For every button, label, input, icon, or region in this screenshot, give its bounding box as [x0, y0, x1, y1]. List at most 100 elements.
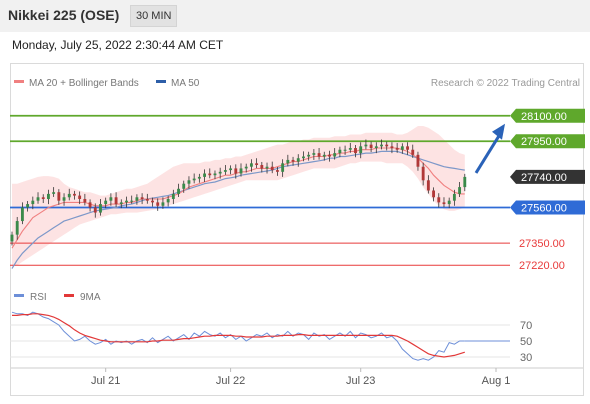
level-value-27740: 27740.00: [521, 172, 567, 184]
candle: [307, 151, 311, 161]
candle: [234, 164, 238, 179]
level-value-27950: 27950.00: [521, 136, 567, 148]
candle: [380, 139, 383, 150]
candle: [374, 142, 378, 154]
candle: [213, 170, 217, 180]
candle: [223, 165, 227, 175]
candle: [359, 142, 363, 159]
candle: [140, 193, 144, 205]
candle: [36, 192, 40, 204]
rsi-legend-swatch: [14, 294, 24, 297]
candle: [52, 187, 56, 197]
projection-arrow: [474, 123, 505, 174]
candle: [47, 189, 50, 205]
rsi-ma-legend-swatch: [64, 294, 74, 297]
rsi-legend-label: RSI: [30, 292, 47, 303]
rsi-tick-30: 30: [520, 352, 532, 364]
x-tick-label: Aug 1: [482, 375, 511, 387]
candle: [41, 194, 45, 204]
ma50-line: [11, 150, 465, 269]
candle: [125, 196, 128, 208]
candle: [395, 142, 399, 153]
candle: [302, 151, 305, 162]
candle: [119, 199, 123, 209]
candle: [322, 151, 326, 161]
candle: [452, 189, 456, 206]
candle: [270, 161, 274, 174]
candle: [276, 167, 279, 176]
candle: [255, 158, 259, 169]
x-tick-label: Jul 23: [346, 375, 375, 387]
candle: [187, 176, 191, 189]
timeframe-button[interactable]: 30 MIN: [130, 5, 178, 27]
ma20-legend-label: MA 20 + Bollinger Bands: [29, 78, 139, 89]
candle: [364, 139, 368, 150]
candle: [114, 192, 118, 208]
candle: [369, 141, 373, 153]
ma20-line: [11, 147, 465, 249]
candle: [10, 231, 14, 246]
candle: [177, 183, 180, 197]
candle: [229, 165, 233, 175]
candle: [442, 197, 446, 208]
candle: [281, 159, 285, 177]
candle: [57, 189, 61, 205]
candle: [99, 198, 102, 216]
candle: [354, 144, 357, 158]
level-labels: 28100.00 27950.00 27740.00 27560.00 27350.00…: [510, 108, 585, 272]
level-tag-28100: [510, 108, 585, 123]
candle: [88, 199, 92, 212]
level-label-27950: 27950.00: [510, 134, 585, 149]
candle: [26, 201, 30, 212]
candle: [197, 173, 201, 183]
candle: [400, 143, 404, 154]
candle: [145, 193, 149, 204]
x-tick-label: Jul 21: [91, 375, 120, 387]
candlesticks: [10, 139, 467, 246]
candle: [286, 154, 290, 167]
x-tick-label: Jul 22: [216, 375, 245, 387]
candle: [390, 142, 394, 154]
chart-header: Nikkei 225 (OSE) 30 MIN: [0, 0, 590, 32]
candle: [83, 193, 87, 206]
rsi-tick-50: 50: [520, 336, 532, 348]
candle: [458, 182, 462, 197]
candle: [437, 193, 441, 208]
rsi-tick-70: 70: [520, 320, 532, 332]
candle: [432, 187, 435, 202]
candle: [151, 197, 154, 207]
rsi-ma-line: [12, 313, 465, 358]
candle: [338, 146, 342, 158]
price-levels: [10, 114, 510, 266]
instrument-title: Nikkei 225 (OSE): [8, 7, 120, 23]
candle: [249, 159, 253, 172]
candle: [192, 173, 196, 184]
candle: [20, 202, 24, 225]
rsi-line: [11, 311, 465, 361]
candle: [203, 169, 206, 182]
candle: [317, 148, 321, 160]
candle: [260, 161, 264, 173]
candle: [208, 168, 212, 179]
rsi-ma-legend-label: 9MA: [80, 292, 101, 303]
candle: [244, 163, 248, 173]
candle: [93, 203, 97, 218]
candle: [161, 197, 165, 209]
bollinger-bands: [12, 126, 465, 267]
candle: [130, 195, 134, 204]
copyright-text: Research © 2022 Trading Central: [431, 78, 580, 89]
candle: [31, 196, 35, 210]
candle: [62, 193, 66, 206]
candle: [182, 180, 186, 193]
candle: [416, 151, 420, 171]
level-label-27740: 27740.00: [510, 169, 585, 184]
rsi-legend: RSI 9MA: [14, 292, 101, 303]
bollinger-band-area: [12, 126, 465, 267]
projection-arrow-head: [492, 123, 505, 140]
candle: [265, 162, 269, 174]
candle: [348, 142, 352, 153]
candle: [343, 145, 347, 155]
candle: [67, 188, 71, 201]
candle: [328, 150, 331, 162]
